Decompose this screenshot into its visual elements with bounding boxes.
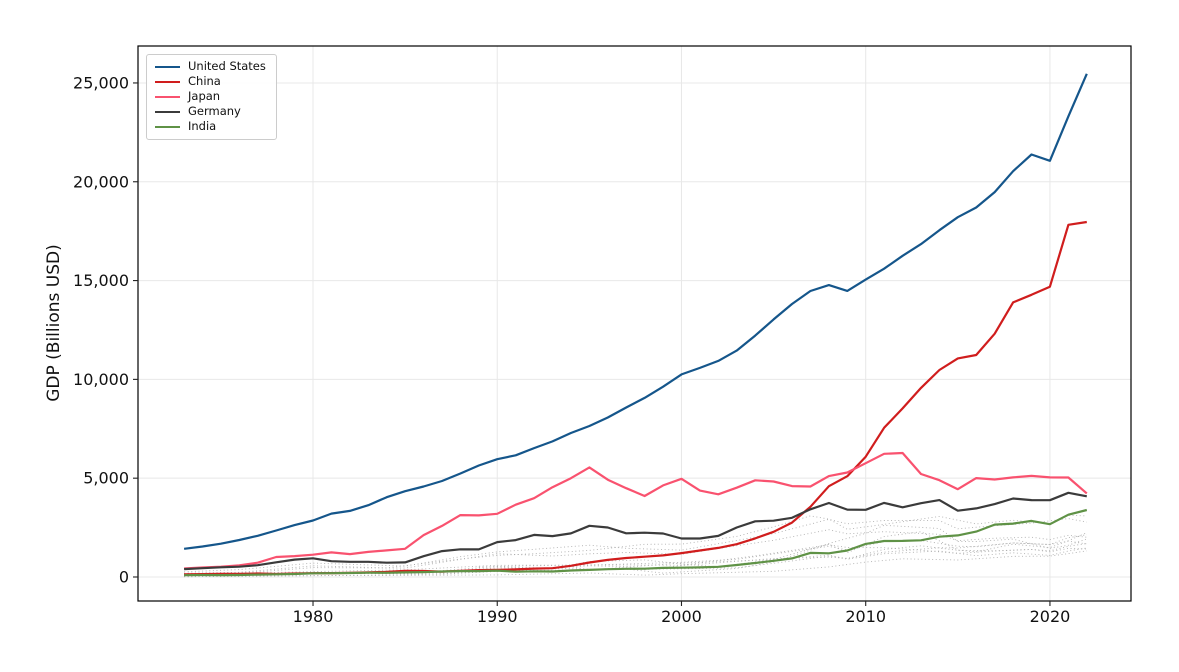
bg-line-mexico [184, 547, 1087, 577]
legend-item-germany: Germany [155, 106, 266, 118]
legend: United States China Japan Germany India [146, 54, 277, 140]
x-tick-label-1990: 1990 [477, 607, 518, 626]
y-tick-label-0: 0 [119, 567, 129, 586]
legend-swatch-china [155, 81, 180, 83]
line-japan [184, 451, 1088, 570]
legend-item-india: India [155, 121, 266, 133]
bg-line-italy [184, 529, 1087, 574]
bg-line-canada [184, 534, 1087, 575]
legend-swatch-germany [155, 111, 180, 113]
y-axis-title: GDP (Billions USD) [44, 244, 64, 402]
y-tick-label-10000: 10,000 [73, 370, 129, 389]
legend-item-japan: Japan [155, 91, 266, 103]
bg-line-united-kingdom [184, 514, 1087, 574]
legend-label-united-states: United States [188, 59, 266, 74]
x-tick-label-2020: 2020 [1030, 607, 1071, 626]
legend-label-india: India [188, 119, 217, 134]
line-germany [184, 491, 1088, 571]
legend-swatch-united-states [155, 66, 180, 68]
line-china [184, 220, 1087, 576]
x-tick-label-2010: 2010 [845, 607, 886, 626]
y-tick-label-20000: 20,000 [73, 172, 129, 191]
x-tick-label-1980: 1980 [293, 607, 334, 626]
x-tick-label-2000: 2000 [661, 607, 702, 626]
legend-swatch-japan [155, 96, 180, 98]
legend-item-united-states: United States [155, 61, 266, 73]
bg-line-brazil [184, 524, 1087, 576]
line-united-states [183, 73, 1088, 550]
y-tick-label-5000: 5,000 [83, 469, 129, 488]
y-tick-label-15000: 15,000 [73, 271, 129, 290]
legend-label-china: China [188, 74, 221, 89]
legend-swatch-india [155, 126, 180, 128]
line-india [184, 508, 1088, 577]
plot-border [137, 45, 1132, 602]
y-tick-label-25000: 25,000 [73, 73, 129, 92]
legend-item-china: China [155, 76, 266, 88]
bg-line-indonesia [184, 550, 1087, 578]
legend-label-germany: Germany [188, 104, 241, 119]
legend-label-japan: Japan [188, 89, 221, 104]
bg-line-france [184, 518, 1087, 573]
